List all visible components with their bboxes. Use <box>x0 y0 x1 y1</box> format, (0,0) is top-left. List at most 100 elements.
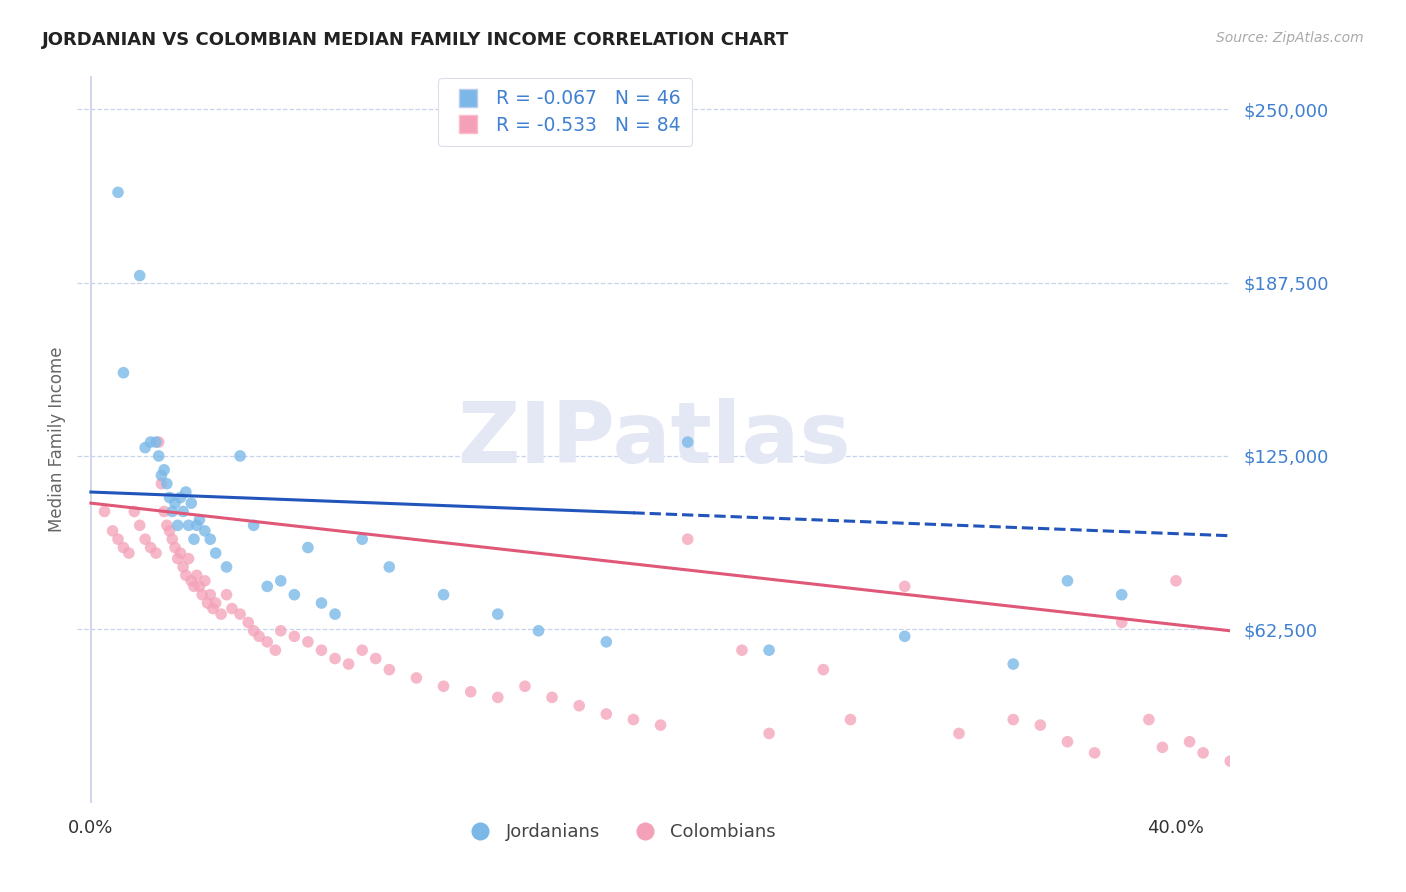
Point <box>486 607 509 621</box>
Point <box>1056 574 1078 588</box>
Point <box>172 560 194 574</box>
Point <box>107 186 129 200</box>
Point <box>188 513 211 527</box>
Point <box>145 546 167 560</box>
Point <box>139 435 162 450</box>
Point <box>352 532 374 546</box>
Point <box>101 524 124 538</box>
Point <box>1111 615 1133 630</box>
Point <box>166 551 188 566</box>
Point <box>1056 735 1078 749</box>
Point <box>174 485 197 500</box>
Point <box>378 663 401 677</box>
Point <box>159 524 181 538</box>
Point <box>242 518 264 533</box>
Point <box>256 635 278 649</box>
Point <box>150 468 173 483</box>
Point <box>1178 735 1201 749</box>
Point <box>215 560 238 574</box>
Point <box>153 463 176 477</box>
Point <box>378 560 401 574</box>
Point <box>283 588 305 602</box>
Point <box>527 624 550 638</box>
Point <box>1354 746 1376 760</box>
Legend: Jordanians, Colombians: Jordanians, Colombians <box>456 816 783 848</box>
Point <box>595 706 617 721</box>
Point <box>221 601 243 615</box>
Point <box>311 596 333 610</box>
Point <box>163 541 186 555</box>
Point <box>153 504 176 518</box>
Point <box>148 449 170 463</box>
Point <box>93 504 115 518</box>
Point <box>188 579 211 593</box>
Point <box>893 579 915 593</box>
Point <box>156 476 179 491</box>
Point <box>194 524 217 538</box>
Point <box>1219 754 1241 768</box>
Point <box>242 624 264 638</box>
Point <box>297 541 319 555</box>
Point <box>623 713 645 727</box>
Point <box>1137 713 1160 727</box>
Point <box>270 574 292 588</box>
Point <box>177 518 200 533</box>
Point <box>209 607 232 621</box>
Point <box>283 629 305 643</box>
Point <box>247 629 270 643</box>
Point <box>186 568 208 582</box>
Point <box>839 713 862 727</box>
Point <box>156 518 179 533</box>
Point <box>758 643 780 657</box>
Point <box>270 624 292 638</box>
Point <box>405 671 427 685</box>
Point <box>1246 763 1268 777</box>
Point <box>128 518 150 533</box>
Point <box>1029 718 1052 732</box>
Point <box>364 651 387 665</box>
Point <box>595 635 617 649</box>
Point <box>460 685 482 699</box>
Point <box>432 588 454 602</box>
Point <box>758 726 780 740</box>
Point <box>112 366 135 380</box>
Point <box>432 679 454 693</box>
Point <box>159 491 181 505</box>
Point <box>1327 685 1350 699</box>
Point <box>1111 588 1133 602</box>
Point <box>201 601 224 615</box>
Point <box>1192 746 1215 760</box>
Point <box>194 574 217 588</box>
Point <box>112 541 135 555</box>
Point <box>166 518 188 533</box>
Point <box>893 629 915 643</box>
Point <box>145 435 167 450</box>
Point <box>1274 768 1296 782</box>
Point <box>1084 746 1107 760</box>
Point <box>124 504 146 518</box>
Point <box>541 690 564 705</box>
Point <box>183 532 205 546</box>
Point <box>486 690 509 705</box>
Point <box>229 607 252 621</box>
Point <box>204 546 226 560</box>
Point <box>676 435 699 450</box>
Point <box>169 491 191 505</box>
Point <box>1002 657 1025 671</box>
Point <box>948 726 970 740</box>
Point <box>177 551 200 566</box>
Point <box>148 435 170 450</box>
Point <box>204 596 226 610</box>
Point <box>172 504 194 518</box>
Point <box>676 532 699 546</box>
Point <box>650 718 672 732</box>
Point <box>180 574 202 588</box>
Point <box>1152 740 1174 755</box>
Point <box>139 541 162 555</box>
Point <box>311 643 333 657</box>
Point <box>186 518 208 533</box>
Point <box>323 651 346 665</box>
Point <box>352 643 374 657</box>
Point <box>134 441 156 455</box>
Point <box>162 532 184 546</box>
